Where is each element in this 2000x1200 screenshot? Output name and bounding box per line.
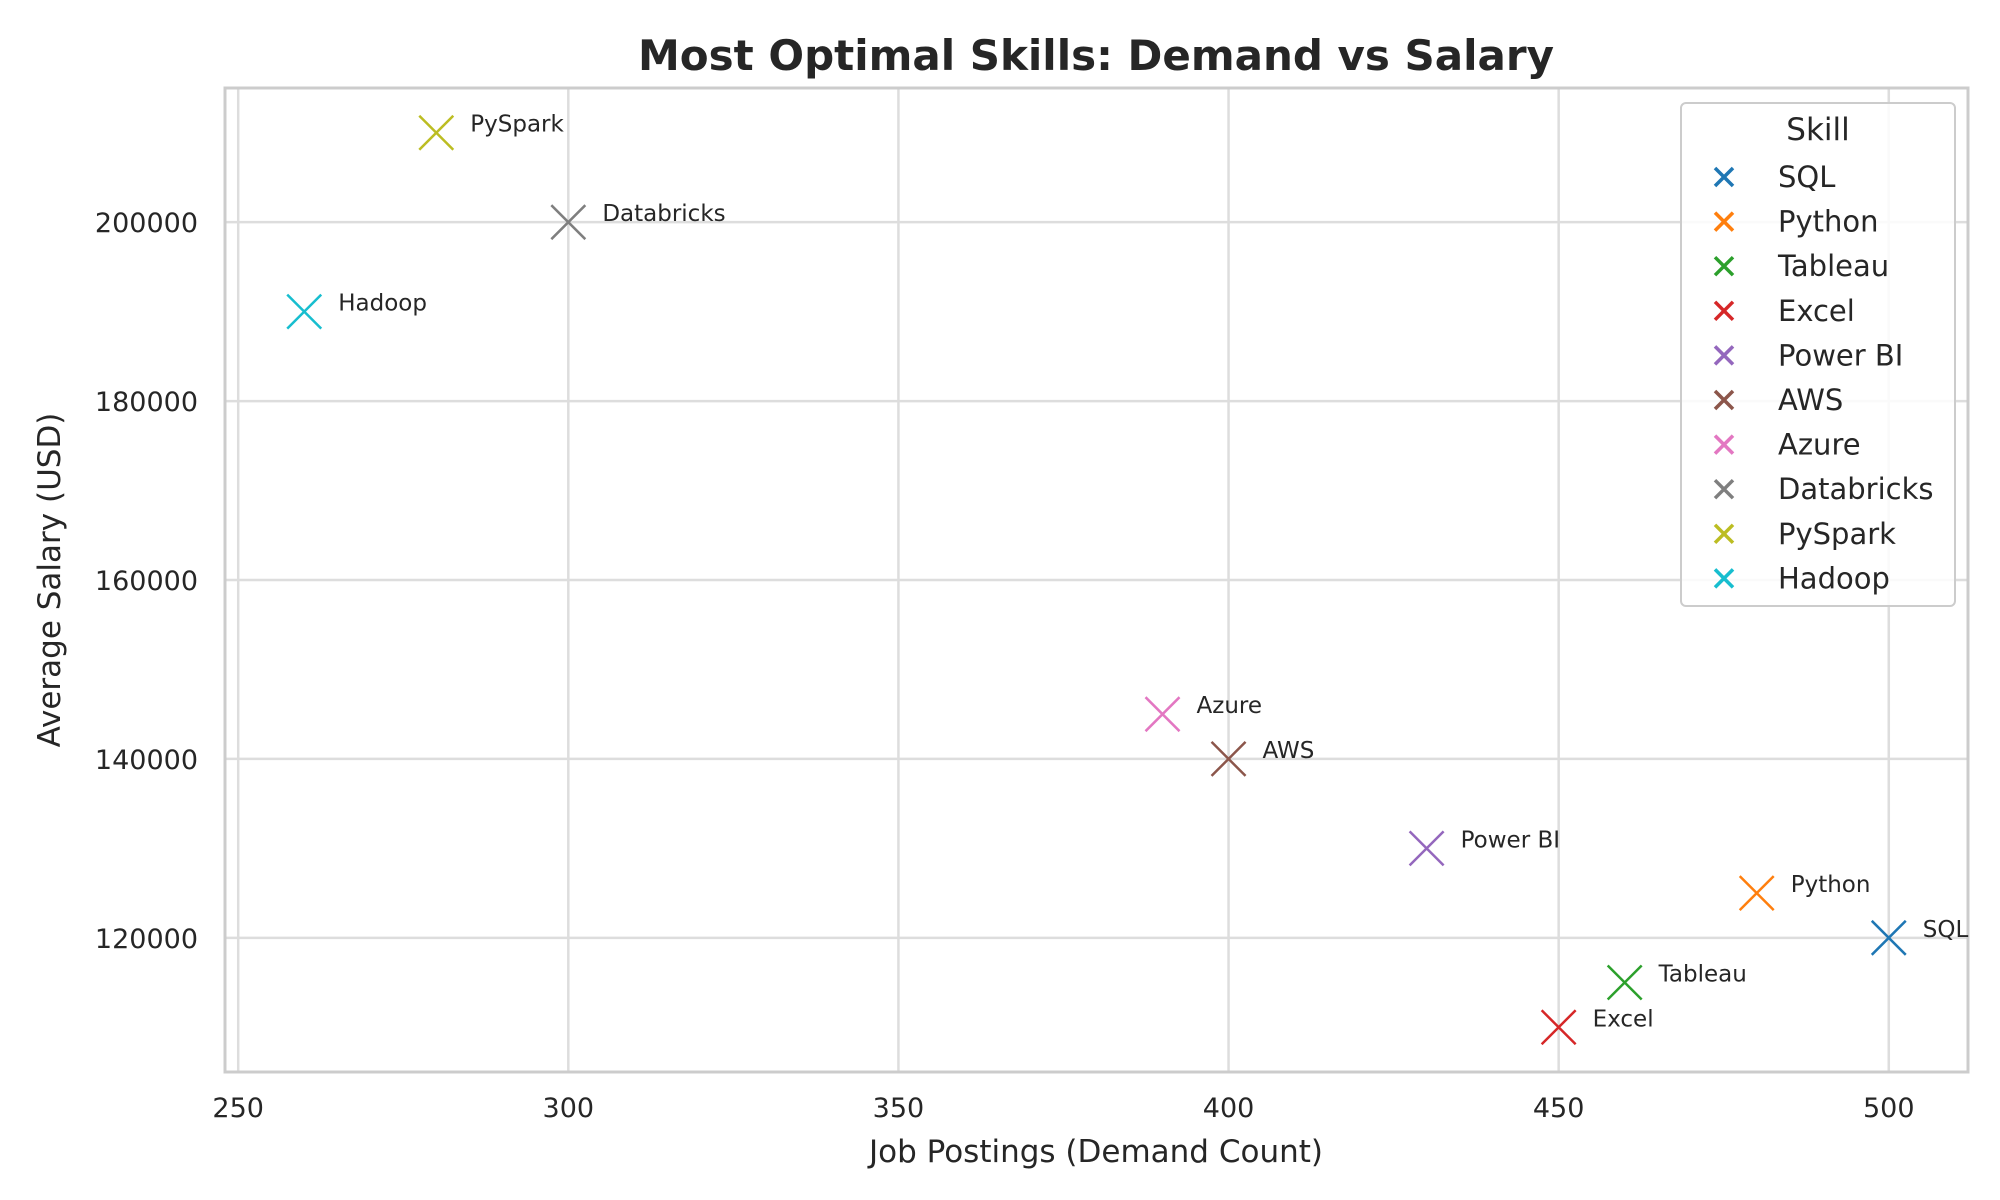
legend-item: Hadoop bbox=[1713, 561, 1890, 595]
point-label: Hadoop bbox=[338, 291, 427, 317]
x-tick-label: 400 bbox=[1203, 1093, 1255, 1124]
legend-marker-stroke bbox=[1713, 255, 1735, 277]
x-marker-stroke bbox=[1210, 741, 1247, 777]
y-tick-label: 160000 bbox=[95, 566, 198, 597]
x-tick-label: 250 bbox=[212, 1093, 264, 1124]
point-label: Tableau bbox=[1658, 962, 1747, 988]
legend-label: PySpark bbox=[1778, 517, 1896, 551]
legend-marker-stroke bbox=[1713, 523, 1735, 545]
legend-item: SQL bbox=[1713, 160, 1835, 194]
x-marker-stroke bbox=[286, 293, 323, 330]
data-point bbox=[418, 114, 455, 151]
point-label: Python bbox=[1791, 872, 1871, 898]
x-tick-label: 300 bbox=[543, 1093, 595, 1124]
legend-item: Databricks bbox=[1713, 472, 1933, 506]
legend-item: PySpark bbox=[1713, 517, 1896, 551]
x-marker-stroke bbox=[1144, 696, 1181, 733]
legend: Skill SQL Python Tableau Excel Power BI AWS Az… bbox=[1680, 102, 1956, 607]
x-axis-label: Job Postings (Demand Count) bbox=[867, 1134, 1323, 1170]
x-marker-stroke bbox=[1870, 919, 1907, 956]
legend-label: Tableau bbox=[1777, 249, 1889, 283]
data-point bbox=[1606, 964, 1643, 1001]
data-point bbox=[1870, 919, 1907, 956]
point-label: AWS bbox=[1263, 738, 1315, 764]
legend-marker-stroke bbox=[1713, 166, 1735, 188]
legend-label: Hadoop bbox=[1778, 561, 1890, 595]
legend-label: SQL bbox=[1778, 160, 1835, 194]
point-label: Databricks bbox=[602, 201, 725, 227]
x-marker-stroke bbox=[1540, 1009, 1577, 1046]
legend-label: Power BI bbox=[1778, 338, 1903, 372]
point-label: SQL bbox=[1923, 917, 1969, 943]
legend-title: Skill bbox=[1786, 112, 1849, 148]
legend-label: Excel bbox=[1778, 294, 1855, 328]
data-point bbox=[1540, 1009, 1577, 1046]
x-marker-stroke bbox=[418, 114, 455, 151]
legend-items: SQL Python Tableau Excel Power BI AWS Azure Dat… bbox=[1713, 160, 1933, 595]
legend-item: AWS bbox=[1713, 383, 1843, 417]
legend-marker-stroke bbox=[1713, 568, 1735, 589]
legend-marker-stroke bbox=[1713, 300, 1735, 322]
tick-labels: 250 300 350 400 450 500 120000 140000 160000 1800… bbox=[95, 208, 1915, 1124]
legend-item: Power BI bbox=[1713, 338, 1903, 372]
x-tick-label: 500 bbox=[1863, 1093, 1915, 1124]
legend-label: Python bbox=[1778, 205, 1879, 239]
y-tick-label: 200000 bbox=[95, 208, 198, 239]
plot-frame bbox=[223, 86, 1970, 1074]
point-label: PySpark bbox=[470, 112, 564, 138]
data-point bbox=[286, 293, 323, 330]
x-tick-label: 350 bbox=[873, 1093, 925, 1124]
legend-label: AWS bbox=[1778, 383, 1843, 417]
data-point bbox=[550, 204, 587, 241]
x-marker-stroke bbox=[1408, 830, 1445, 867]
y-tick-label: 120000 bbox=[95, 924, 198, 955]
legend-label: Databricks bbox=[1778, 472, 1933, 506]
legend-marker-stroke bbox=[1713, 389, 1735, 411]
data-point bbox=[1144, 696, 1181, 733]
data-point bbox=[1738, 875, 1775, 911]
data-point bbox=[1210, 741, 1247, 777]
point-label: Excel bbox=[1593, 1006, 1654, 1032]
data-point bbox=[1408, 830, 1445, 867]
legend-item: Azure bbox=[1713, 428, 1861, 462]
x-marker-stroke bbox=[550, 204, 587, 241]
x-marker-stroke bbox=[1606, 964, 1643, 1001]
legend-marker-stroke bbox=[1713, 211, 1735, 232]
legend-label: Azure bbox=[1778, 428, 1861, 462]
chart-title: Most Optimal Skills: Demand vs Salary bbox=[638, 31, 1554, 80]
point-label: Power BI bbox=[1461, 827, 1560, 853]
legend-box bbox=[1680, 102, 1956, 607]
x-marker-stroke bbox=[1738, 875, 1775, 911]
y-tick-label: 180000 bbox=[95, 387, 198, 418]
y-tick-label: 140000 bbox=[95, 745, 198, 776]
legend-item: Excel bbox=[1713, 294, 1855, 328]
legend-item: Tableau bbox=[1713, 249, 1889, 283]
legend-marker-stroke bbox=[1713, 434, 1735, 455]
point-label: Azure bbox=[1197, 693, 1263, 719]
x-tick-label: 450 bbox=[1533, 1093, 1585, 1124]
legend-item: Python bbox=[1713, 205, 1879, 239]
legend-marker-stroke bbox=[1713, 478, 1735, 500]
y-axis-label: Average Salary (USD) bbox=[32, 413, 68, 748]
legend-marker-stroke bbox=[1713, 345, 1735, 366]
